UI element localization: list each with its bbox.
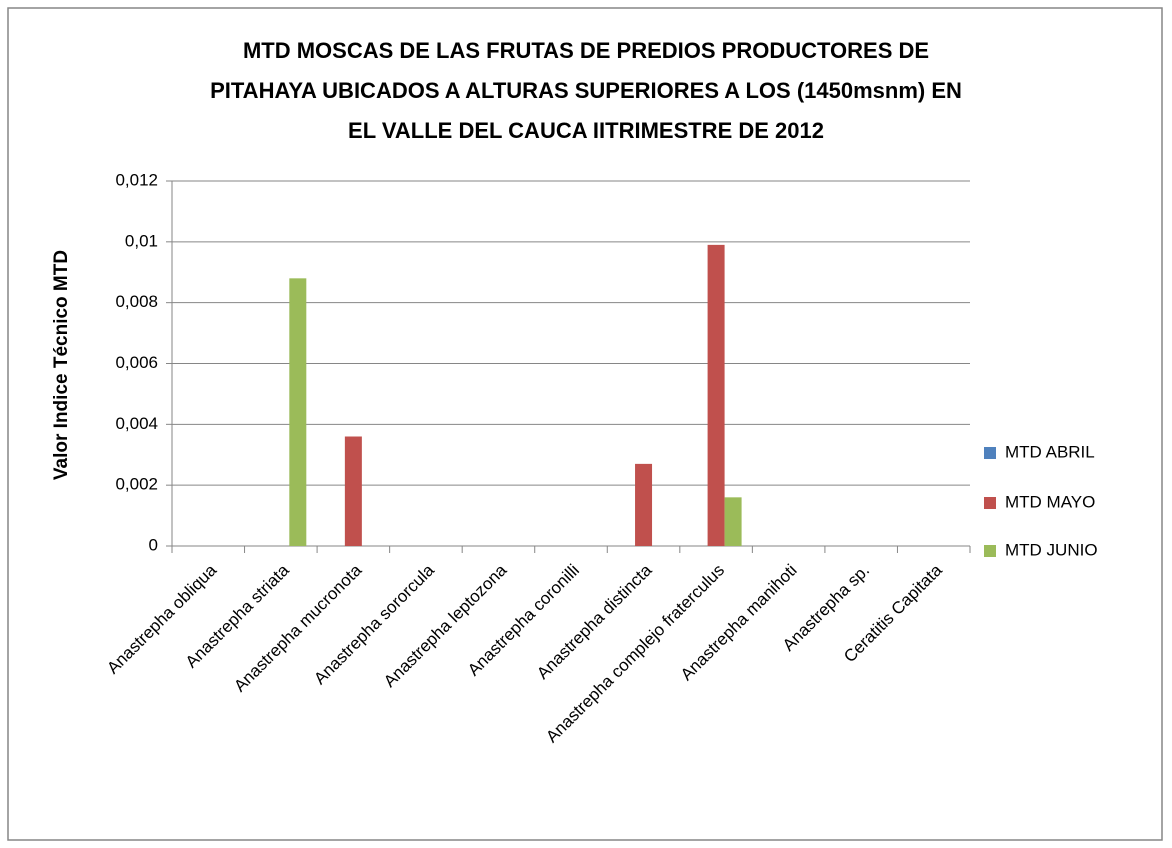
y-tick-label: 0,01 (125, 231, 158, 250)
bar (635, 463, 653, 546)
y-tick-label: 0,004 (115, 414, 158, 433)
chart-title: PITAHAYA UBICADOS A ALTURAS SUPERIORES A… (210, 78, 962, 103)
legend-label: MTD JUNIO (1005, 540, 1098, 559)
y-axis-label: Valor Indice Técnico MTD (51, 250, 72, 480)
bar (289, 278, 307, 546)
y-tick-label: 0,012 (115, 170, 158, 189)
bar (344, 436, 362, 546)
legend-label: MTD MAYO (1005, 492, 1095, 511)
y-tick-label: 0,006 (115, 353, 158, 372)
bar (724, 497, 742, 546)
legend-swatch (984, 447, 996, 459)
y-tick-label: 0,002 (115, 475, 158, 494)
legend-swatch (984, 545, 996, 557)
bar (707, 244, 725, 546)
y-tick-label: 0,008 (115, 292, 158, 311)
chart-title: MTD MOSCAS DE LAS FRUTAS DE PREDIOS PROD… (243, 38, 929, 63)
legend-swatch (984, 497, 996, 509)
legend-label: MTD ABRIL (1005, 442, 1095, 461)
y-tick-label: 0 (149, 535, 158, 554)
chart-title: EL VALLE DEL CAUCA IITRIMESTRE DE 2012 (348, 118, 824, 143)
